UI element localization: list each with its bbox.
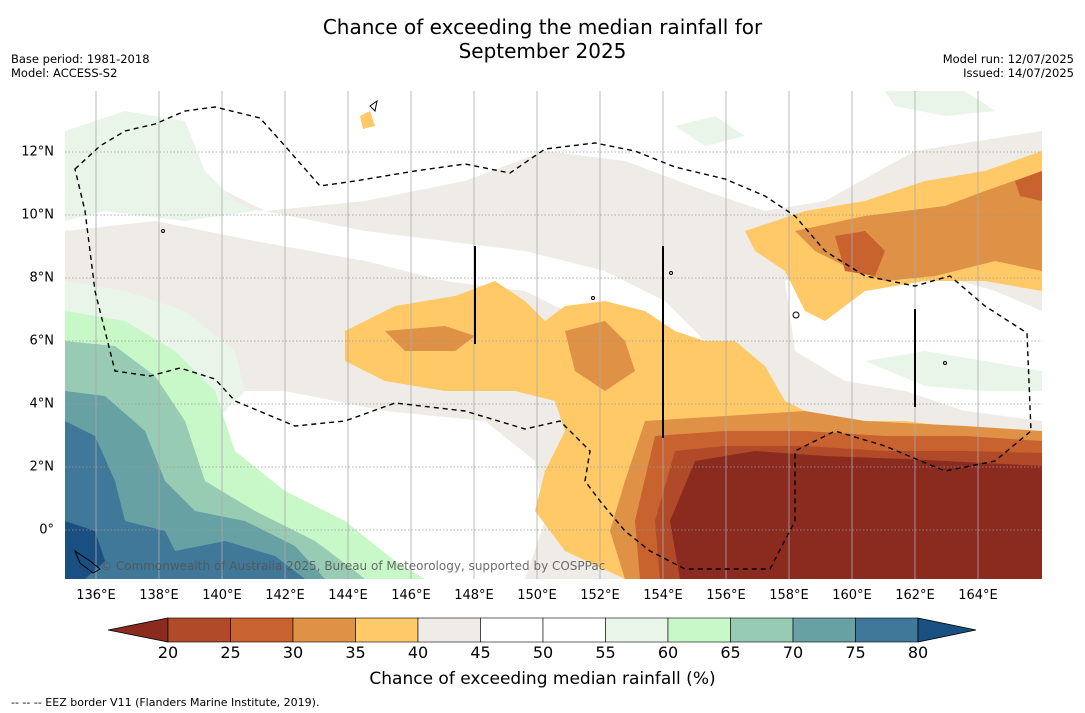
colorbar-segment — [855, 617, 919, 643]
meta-right: Model run: 12/07/2025 Issued: 14/07/2025 — [943, 52, 1074, 80]
colorbar-tick-label: 70 — [782, 643, 804, 662]
colorbar-extend-low — [108, 617, 169, 643]
zone-darkorange — [1015, 171, 1042, 201]
colorbar-segment — [230, 617, 294, 643]
colorbar-tick-label: 25 — [220, 643, 241, 662]
lat-label: 4°N — [29, 396, 55, 412]
colorbar-label: Chance of exceeding median rainfall (%) — [369, 669, 716, 689]
base-period-text: Base period: 1981-2018 — [11, 52, 150, 66]
zone-blue1 — [65, 421, 305, 579]
colorbar-segment — [292, 617, 356, 643]
lon-label: 144°E — [328, 588, 368, 603]
colorbar-segment — [730, 617, 794, 643]
colorbar-segment — [605, 617, 669, 643]
lat-label: 12°N — [21, 144, 54, 160]
lon-label: 164°E — [958, 588, 998, 603]
colorbar-tick-label: 20 — [157, 643, 179, 662]
lon-label: 140°E — [202, 588, 242, 603]
lon-label: 162°E — [895, 588, 935, 603]
colorbar-tick-label: 60 — [657, 643, 679, 662]
colorbar-segment — [167, 617, 231, 643]
lon-label: 148°E — [454, 588, 494, 603]
lat-label: 8°N — [29, 270, 55, 286]
copyright-credit: © Commonwealth of Australia 2025, Bureau… — [100, 559, 606, 573]
lon-label: 136°E — [76, 588, 116, 603]
map-canvas — [65, 91, 1042, 579]
colorbar-tick-label: 80 — [907, 643, 929, 662]
lon-label: 154°E — [643, 588, 683, 603]
meta-left: Base period: 1981-2018 Model: ACCESS-S2 — [11, 52, 150, 80]
lon-label: 138°E — [139, 588, 179, 603]
model-run-text: Model run: 12/07/2025 — [942, 52, 1074, 66]
colorbar-tick-label: 45 — [470, 643, 491, 662]
zone-white — [65, 91, 1042, 211]
zone-lightgreen — [675, 116, 745, 146]
issued-text: Issued: 14/07/2025 — [963, 66, 1074, 80]
colorbar-segment — [417, 617, 481, 643]
map-title-line2: September 2025 — [458, 39, 627, 63]
lon-label: 160°E — [832, 588, 872, 603]
colorbar-tick-label: 40 — [407, 643, 429, 662]
colorbar-tick-label: 50 — [532, 643, 554, 662]
colorbar-segment — [667, 617, 731, 643]
eez-border — [74, 106, 1032, 570]
colorbar-extend-high — [917, 617, 977, 643]
colorbar-segment — [792, 617, 856, 643]
zone-lightgreen — [865, 351, 1042, 391]
boundary-segments — [474, 246, 916, 438]
colorbar-tick-label: 35 — [345, 643, 366, 662]
rainfall-probability-map — [65, 91, 1042, 579]
lon-label: 158°E — [769, 588, 809, 603]
colorbar-segment — [542, 617, 606, 643]
lon-label: 146°E — [391, 588, 431, 603]
model-text: Model: ACCESS-S2 — [11, 66, 118, 80]
zone-orange — [385, 326, 475, 351]
lon-label: 152°E — [580, 588, 620, 603]
colorbar — [108, 617, 977, 643]
lon-label: 142°E — [265, 588, 305, 603]
colorbar-tick-label: 75 — [845, 643, 866, 662]
islands — [73, 99, 947, 574]
zone-darkred — [670, 451, 1042, 579]
colorbar-segment — [480, 617, 544, 643]
zone-lightgreen — [885, 91, 995, 116]
colorbar-tick-label: 55 — [595, 643, 616, 662]
eez-footnote: -- -- -- EEZ border V11 (Flanders Marine… — [11, 696, 320, 709]
lon-label: 156°E — [706, 588, 746, 603]
lat-label: 6°N — [29, 333, 55, 349]
lat-label: 2°N — [29, 459, 55, 475]
lat-label: 10°N — [21, 207, 54, 223]
colorbar-tick-label: 30 — [282, 643, 304, 662]
colorbar-tick-label: 65 — [720, 643, 741, 662]
map-title-line1: Chance of exceeding the median rainfall … — [322, 15, 763, 39]
colorbar-segment — [355, 617, 419, 643]
lon-label: 150°E — [517, 588, 557, 603]
zone-yellow — [360, 111, 375, 129]
lat-label: 0° — [39, 522, 54, 538]
